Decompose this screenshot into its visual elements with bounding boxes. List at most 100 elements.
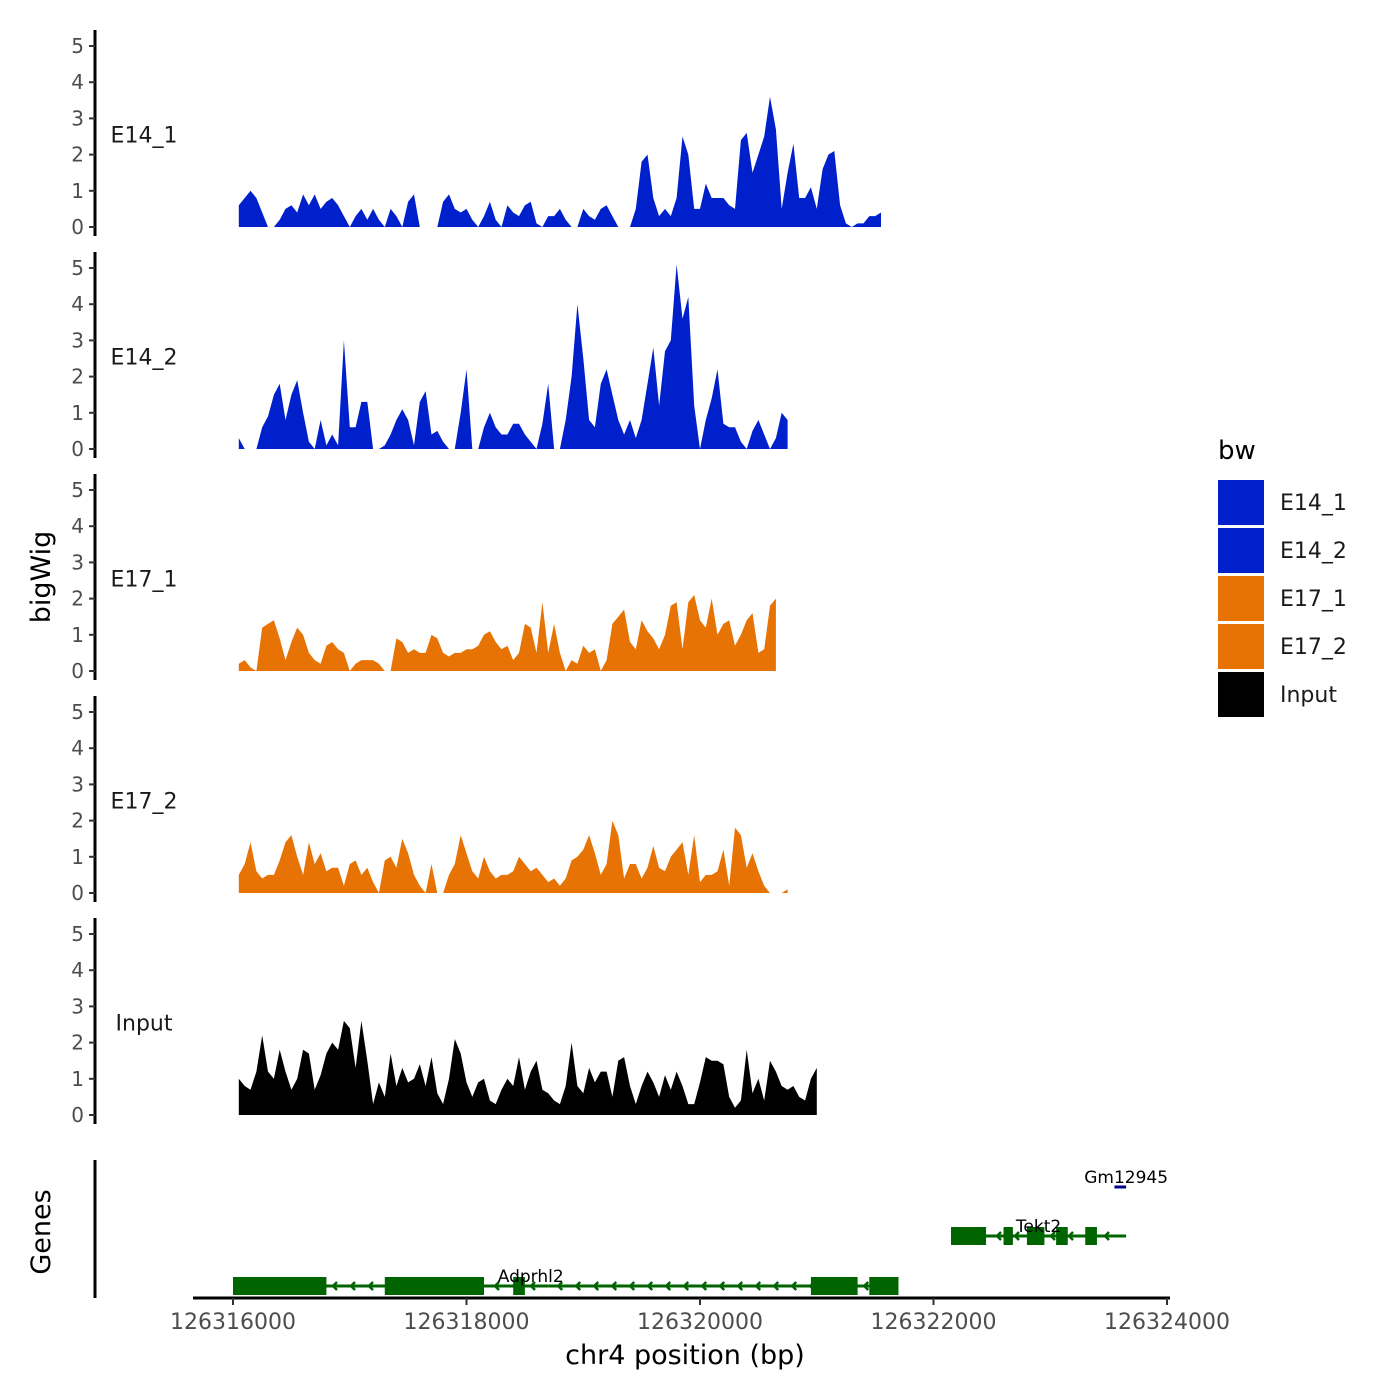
x-tick-label: 126318000 [404,1310,530,1335]
y-tick-label: 2 [71,587,84,611]
x-tick-label: 126322000 [871,1310,997,1335]
y-tick-label: 5 [71,700,84,724]
strand-chevron [1049,1231,1056,1241]
strand-chevron [610,1281,618,1291]
strand-chevron [736,1281,744,1291]
strand-chevron [367,1281,374,1291]
gene-exon [869,1277,899,1295]
bigwig-panels: 0 1 2 3 4 5 E14_1 0 1 2 3 4 5 E14_2 0 1 2 3 4 5 E17_1 0 1 2 3 4 5 E… [71,30,882,1127]
y-tick-label: 3 [71,772,84,796]
legend-title: bw [1218,436,1256,466]
y-tick-label: 4 [71,958,84,982]
strand-chevron [772,1281,780,1291]
strand-chevron [862,1281,870,1291]
gene-exon [1085,1227,1097,1245]
y-tick-label: 0 [71,881,84,905]
y-axis-title: bigWig [26,531,57,624]
x-tick-label: 126324000 [1104,1310,1230,1335]
x-tick-label: 126320000 [637,1310,763,1335]
strand-chevron [754,1281,762,1291]
strand-chevron [331,1281,338,1291]
strand-chevron [700,1281,708,1291]
gene-exon [1056,1227,1068,1245]
strand-chevron [646,1281,654,1291]
gene-Tekt2 [951,1227,1127,1245]
strand-chevron [1103,1231,1110,1241]
x-axis: 126316000 126318000 126320000 126322000 1263… [170,1296,1230,1335]
gene-exon [513,1277,525,1295]
strand-chevron [682,1281,690,1291]
legend: bw E14_1 E14_2 E17_1 E17_2 Input [1218,436,1347,717]
y-tick-label: 4 [71,736,84,760]
legend-key-Input [1218,672,1264,717]
y-tick-label: 1 [71,1067,84,1091]
track-label-E14_2: E14_2 [111,345,178,370]
x-tick-label: 126316000 [170,1310,296,1335]
x-axis-title: chr4 position (bp) [565,1340,805,1371]
area-E17_2 [238,820,788,893]
y-tick-label: 2 [71,365,84,389]
gene-label-Adprhl2: Adprhl2 [498,1267,564,1287]
y-tick-label: 0 [71,437,84,461]
y-tick-label: 5 [71,256,84,280]
y-tick-label: 0 [71,215,84,239]
area-E17_1 [238,595,776,671]
y-tick-label: 2 [71,143,84,167]
y-tick-label: 1 [71,401,84,425]
panel-E17_2: 0 1 2 3 4 5 E17_2 [71,696,788,905]
y-tick-label: 0 [71,659,84,683]
area-E14_1 [238,96,882,227]
y-tick-label: 3 [71,106,84,130]
strand-chevron [349,1281,356,1291]
genes-axis-title: Genes [26,1189,57,1274]
gene-exon [810,1277,858,1295]
gene-exon [384,1277,485,1295]
legend-key-E17_1 [1218,576,1264,621]
y-tick-label: 5 [71,922,84,946]
y-tick-label: 4 [71,70,84,94]
panel-E14_2: 0 1 2 3 4 5 E14_2 [71,252,788,461]
genes-panel: Adprhl2 Tekt2 Gm12945 [93,1160,1168,1298]
strand-chevron [628,1281,636,1291]
y-tick-label: 3 [71,328,84,352]
y-tick-label: 1 [71,179,84,203]
gene-exon [951,1227,987,1245]
strand-chevron [493,1281,500,1291]
legend-label-E17_2: E17_2 [1280,635,1347,660]
strand-chevron [1067,1231,1074,1241]
strand-chevron [790,1281,798,1291]
gene-Adprhl2 [548,1277,899,1295]
y-tick-label: 2 [71,1031,84,1055]
y-tick-label: 5 [71,34,84,58]
area-E14_2 [238,264,788,449]
strand-chevron [556,1281,564,1291]
track-label-Input: Input [116,1011,173,1036]
gene-label-Gm12945: Gm12945 [1084,1168,1168,1188]
strand-chevron [664,1281,672,1291]
y-tick-label: 4 [71,514,84,538]
legend-key-E14_1 [1218,480,1264,525]
panel-E14_1: 0 1 2 3 4 5 E14_1 [71,30,882,239]
gene-Adprhl2 [233,1277,549,1295]
panel-E17_1: 0 1 2 3 4 5 E17_1 [71,474,776,683]
gene-exon [1003,1227,1013,1245]
track-label-E17_2: E17_2 [111,789,178,814]
gene-exon [233,1277,327,1295]
y-tick-label: 4 [71,292,84,316]
legend-label-E14_1: E14_1 [1280,491,1347,516]
legend-label-Input: Input [1280,683,1337,708]
y-tick-label: 1 [71,845,84,869]
strand-chevron [529,1281,536,1291]
panel-Input: 0 1 2 3 4 5 Input [71,918,817,1127]
y-tick-label: 1 [71,623,84,647]
strand-chevron [574,1281,582,1291]
legend-key-E14_2 [1218,528,1264,573]
strand-chevron [592,1281,600,1291]
area-Input [238,1020,817,1115]
y-tick-label: 3 [71,550,84,574]
strand-chevron [995,1231,1002,1241]
strand-chevron [718,1281,726,1291]
gene-exon [1026,1227,1045,1245]
y-tick-label: 3 [71,994,84,1018]
